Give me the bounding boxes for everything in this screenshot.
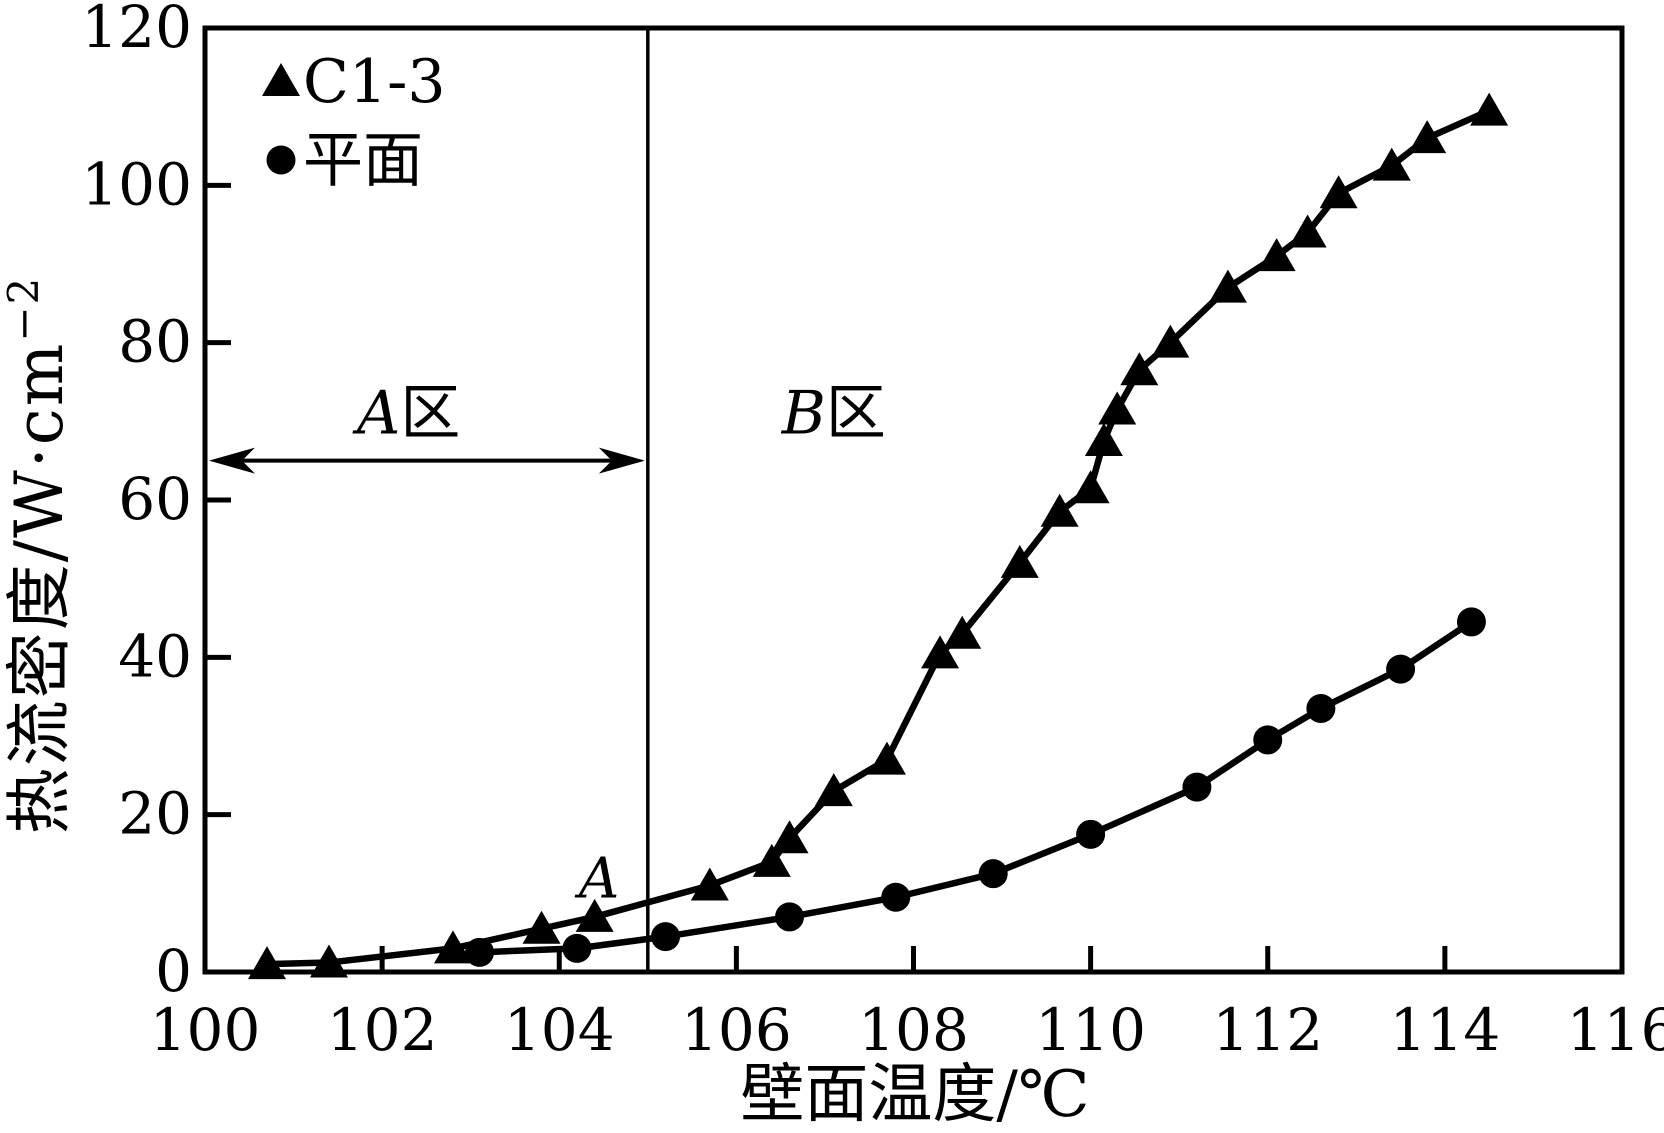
x-tick-label: 102 xyxy=(327,996,438,1064)
triangle-marker-icon xyxy=(522,910,561,944)
triangle-marker-icon xyxy=(1372,147,1411,181)
circle-marker-icon xyxy=(465,937,495,967)
axis-ticks: 100 102 104 106 108 110 112 114 116 0 20 40 60 80 100 1… xyxy=(81,0,1664,1064)
y-tick-label: 60 xyxy=(118,465,192,533)
x-tick-label: 104 xyxy=(504,996,615,1064)
circle-marker-icon xyxy=(1456,607,1486,637)
legend-item-plane: 平面 xyxy=(266,126,423,196)
series-plane-line xyxy=(476,618,1475,956)
triangle-marker-icon xyxy=(433,930,472,964)
circle-marker-icon xyxy=(978,859,1008,889)
triangle-marker-icon xyxy=(1000,544,1039,578)
circle-marker-icon xyxy=(1306,693,1336,723)
circle-marker-icon xyxy=(1253,725,1283,755)
circle-marker-icon xyxy=(775,902,805,932)
triangle-marker-icon xyxy=(1408,120,1447,154)
x-tick-label: 108 xyxy=(858,996,969,1064)
y-tick-label: 20 xyxy=(118,780,192,848)
x-tick-label: 106 xyxy=(681,996,792,1064)
circle-marker-icon xyxy=(881,882,911,912)
legend: C1-3 平面 xyxy=(262,47,446,196)
legend-item-c1-3: C1-3 xyxy=(262,47,446,117)
y-tick-label: 100 xyxy=(81,150,192,218)
legend-label-c1-3: C1-3 xyxy=(303,47,446,117)
triangle-marker-icon xyxy=(247,946,286,980)
circle-marker-icon xyxy=(562,933,592,963)
triangle-marker-icon xyxy=(1098,391,1137,425)
region-a-label: A区 xyxy=(352,378,460,448)
triangle-marker-icon xyxy=(1120,352,1159,386)
legend-label-plane: 平面 xyxy=(303,126,423,196)
circle-marker-icon xyxy=(1182,772,1212,802)
y-tick-label: 120 xyxy=(81,0,192,61)
circle-marker-icon xyxy=(651,922,681,952)
triangle-marker-icon xyxy=(814,773,853,807)
triangle-marker-icon xyxy=(770,820,809,854)
triangle-marker-icon xyxy=(1470,92,1509,126)
y-axis-title: 热流密度/W·cm−2 xyxy=(0,276,78,835)
series-c1-3 xyxy=(247,92,1509,980)
y-tick-label: 0 xyxy=(155,937,192,1005)
triangle-marker-icon xyxy=(1040,493,1079,527)
triangle-marker-icon xyxy=(1257,238,1296,272)
triangle-marker-icon xyxy=(1319,175,1358,209)
point-a-label: A xyxy=(574,847,619,912)
circle-marker-icon xyxy=(266,145,296,175)
triangle-marker-icon xyxy=(1288,214,1327,248)
triangle-marker-icon xyxy=(1071,470,1110,504)
circle-marker-icon xyxy=(1076,819,1106,849)
triangle-marker-icon xyxy=(575,898,614,932)
y-tick-label: 40 xyxy=(118,622,192,690)
x-tick-label: 114 xyxy=(1390,996,1501,1064)
arrowhead-right-icon xyxy=(598,447,645,474)
triangle-marker-icon xyxy=(1084,423,1123,456)
triangle-marker-icon xyxy=(262,63,300,96)
triangle-marker-icon xyxy=(690,867,729,901)
region-b-label: B区 xyxy=(781,378,886,448)
circle-marker-icon xyxy=(1386,654,1416,684)
arrowhead-left-icon xyxy=(209,447,255,474)
triangle-marker-icon xyxy=(1208,269,1247,303)
triangle-marker-icon xyxy=(867,741,906,775)
x-tick-label: 110 xyxy=(1035,996,1146,1064)
triangle-marker-icon xyxy=(921,635,960,669)
triangle-marker-icon xyxy=(752,843,791,877)
x-axis-title: 壁面温度/℃ xyxy=(740,1058,1089,1132)
triangle-marker-icon xyxy=(1151,324,1190,358)
region-extent-arrow xyxy=(209,447,645,474)
series-plane xyxy=(465,607,1486,967)
x-tick-label: 112 xyxy=(1212,996,1323,1064)
triangle-marker-icon xyxy=(309,944,348,978)
triangle-marker-icon xyxy=(943,615,982,649)
x-tick-label: 116 xyxy=(1567,996,1664,1064)
x-tick-label: 100 xyxy=(150,996,261,1064)
y-tick-label: 80 xyxy=(118,308,192,376)
